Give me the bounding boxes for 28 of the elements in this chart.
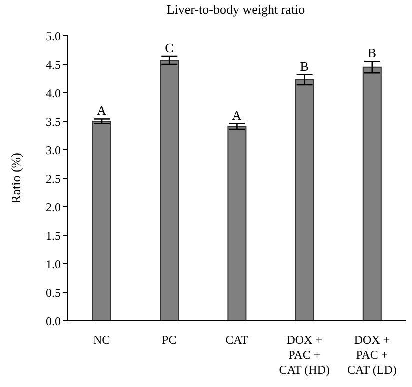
chart-title: Liver-to-body weight ratio: [166, 2, 306, 18]
y-tick-label: 2.5: [46, 172, 61, 186]
x-tick-label: CAT: [226, 333, 250, 347]
y-axis-title: Ratio (%): [8, 153, 24, 204]
bar: [362, 66, 382, 321]
y-tick-label: 0.0: [46, 314, 61, 328]
y-tick-label: 1.0: [46, 257, 61, 272]
annotation: A: [97, 103, 108, 118]
x-tick-label: DOX + PAC + CAT (LD): [347, 333, 397, 377]
y-tick-label: 4.0: [46, 86, 61, 100]
y-tick-label: 3.0: [46, 143, 61, 158]
y-tick-label: 1.5: [46, 228, 61, 243]
x-tick-label: DOX + PAC + CAT (HD): [279, 333, 330, 377]
bar: [160, 60, 180, 321]
y-tick-label: 0.5: [46, 286, 61, 300]
annotation: C: [165, 40, 174, 56]
y-tick-label: 3.5: [46, 114, 61, 129]
annotation: B: [300, 58, 310, 74]
bar: [92, 121, 112, 321]
annotation: A: [232, 108, 242, 123]
bar: [295, 79, 314, 321]
x-tick-label: PC: [162, 333, 177, 347]
x-tick-label: NC: [93, 333, 110, 347]
y-tick-label: 2.0: [46, 200, 61, 214]
y-tick-label: 5.0: [46, 29, 61, 44]
y-tick-label: 4.5: [46, 58, 61, 72]
annotation: B: [368, 46, 377, 61]
bar: [228, 126, 247, 321]
